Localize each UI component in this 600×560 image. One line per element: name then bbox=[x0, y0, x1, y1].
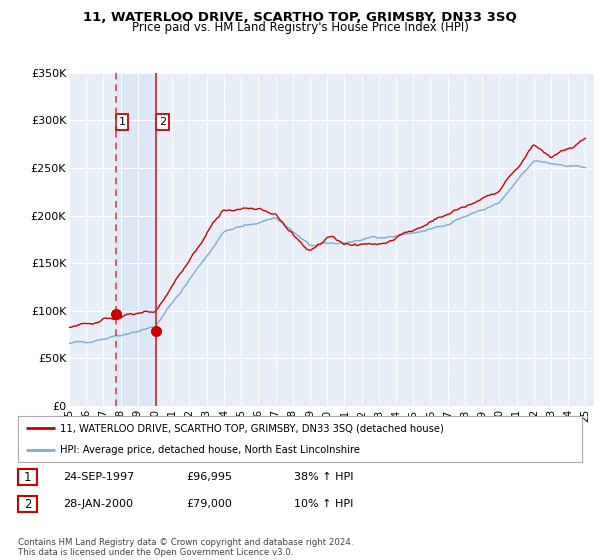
Text: 38% ↑ HPI: 38% ↑ HPI bbox=[294, 472, 353, 482]
Text: 24-SEP-1997: 24-SEP-1997 bbox=[63, 472, 134, 482]
Text: Price paid vs. HM Land Registry's House Price Index (HPI): Price paid vs. HM Land Registry's House … bbox=[131, 21, 469, 34]
Text: 28-JAN-2000: 28-JAN-2000 bbox=[63, 499, 133, 509]
Text: 1: 1 bbox=[24, 470, 31, 484]
Bar bbox=[116, 73, 156, 406]
Text: 10% ↑ HPI: 10% ↑ HPI bbox=[294, 499, 353, 509]
Text: 11, WATERLOO DRIVE, SCARTHO TOP, GRIMSBY, DN33 3SQ (detached house): 11, WATERLOO DRIVE, SCARTHO TOP, GRIMSBY… bbox=[60, 423, 444, 433]
Text: 2: 2 bbox=[159, 117, 166, 127]
Text: 11, WATERLOO DRIVE, SCARTHO TOP, GRIMSBY, DN33 3SQ: 11, WATERLOO DRIVE, SCARTHO TOP, GRIMSBY… bbox=[83, 11, 517, 24]
Text: £96,995: £96,995 bbox=[186, 472, 232, 482]
Text: 1: 1 bbox=[119, 117, 125, 127]
Text: HPI: Average price, detached house, North East Lincolnshire: HPI: Average price, detached house, Nort… bbox=[60, 445, 360, 455]
Text: Contains HM Land Registry data © Crown copyright and database right 2024.
This d: Contains HM Land Registry data © Crown c… bbox=[18, 538, 353, 557]
Text: £79,000: £79,000 bbox=[186, 499, 232, 509]
Text: 2: 2 bbox=[24, 497, 31, 511]
